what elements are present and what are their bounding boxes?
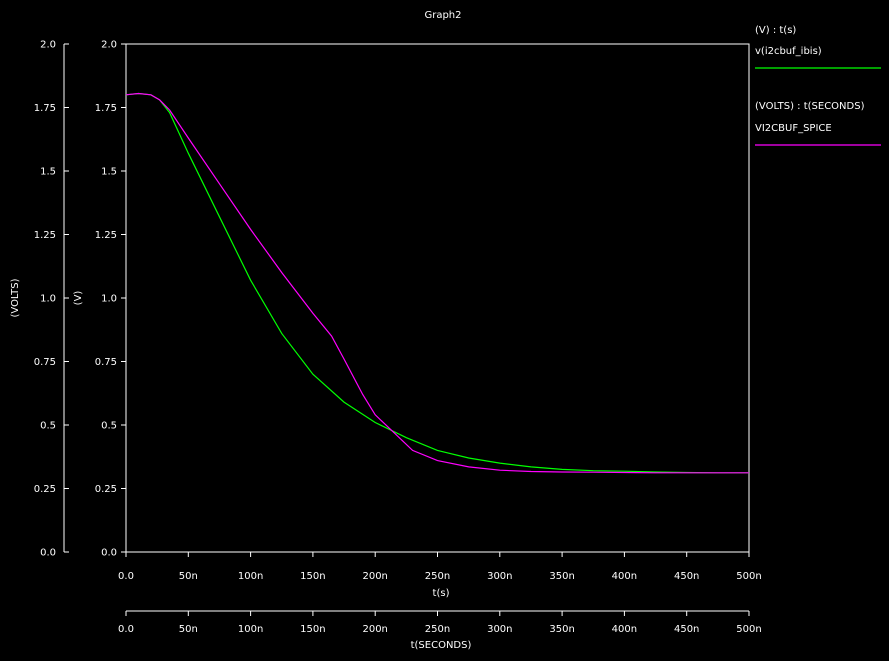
y-tick-label-secondary: 0.5 — [40, 421, 56, 432]
x-tick-label-secondary: 50n — [179, 624, 198, 635]
y-tick-label-secondary: 0.25 — [34, 484, 56, 495]
x-axis-secondary: 0.0 50n 100n 150n 200n 250n 300n 350n 400n 450n 50… — [118, 611, 762, 635]
y-tick-label: 0.5 — [101, 421, 117, 432]
y-tick-label: 2.0 — [101, 40, 117, 51]
series-line-spice — [125, 92, 749, 474]
x-tick-label-secondary: 500n — [736, 624, 761, 635]
legend-entry-ibis: v(i2cbuf_ibis) — [755, 46, 822, 57]
y-axis-primary: 0.0 0.25 0.5 0.75 1.0 1.25 1.5 1.75 2.0 — [95, 40, 126, 559]
y-tick-label-secondary: 2.0 — [40, 40, 56, 51]
y-tick-label-secondary: 1.5 — [40, 167, 56, 178]
y-tick-label: 1.25 — [95, 230, 117, 241]
y-tick-label: 0.25 — [95, 484, 117, 495]
x-tick-label: 0.0 — [118, 571, 134, 582]
x-tick-label-secondary: 400n — [612, 624, 637, 635]
y-tick-label-secondary: 0.0 — [40, 548, 56, 559]
y-tick-label-secondary: 0.75 — [34, 357, 56, 368]
y-tick-label: 1.5 — [101, 167, 117, 178]
x-tick-label-secondary: 100n — [238, 624, 263, 635]
legend-axis-label-spice: (VOLTS) : t(SECONDS) — [755, 101, 865, 112]
y-tick-label: 1.75 — [95, 103, 117, 114]
y-tick-label-secondary: 1.75 — [34, 103, 56, 114]
x-tick-label-secondary: 200n — [362, 624, 387, 635]
y-tick-label: 0.75 — [95, 357, 117, 368]
legend: (V) : t(s) v(i2cbuf_ibis) (VOLTS) : t(SE… — [755, 25, 881, 146]
chart-title: Graph2 — [424, 10, 461, 21]
x-tick-label: 50n — [179, 571, 198, 582]
x-tick-label-secondary: 0.0 — [118, 624, 134, 635]
y-axis-label: (V) — [73, 291, 84, 306]
x-tick-label: 400n — [612, 571, 637, 582]
x-tick-label: 250n — [425, 571, 450, 582]
legend-entry-spice: VI2CBUF_SPICE — [755, 123, 832, 134]
y-axis-secondary: 0.0 0.25 0.5 0.75 1.0 1.25 1.5 1.75 2.0 — [34, 40, 69, 559]
x-axis-label-secondary: t(SECONDS) — [411, 640, 472, 651]
y-tick-label-secondary: 1.25 — [34, 230, 56, 241]
y-tick-label-secondary: 1.0 — [40, 294, 56, 305]
x-axis-primary: 0.0 50n 100n 150n 200n 250n 300n 350n 400n 450n 50… — [118, 552, 762, 582]
y-tick-label: 1.0 — [101, 294, 117, 305]
legend-axis-label-ibis: (V) : t(s) — [755, 25, 796, 36]
x-tick-label: 350n — [549, 571, 574, 582]
x-tick-label: 100n — [238, 571, 263, 582]
x-tick-label-secondary: 250n — [425, 624, 450, 635]
y-axis-label-secondary: (VOLTS) — [10, 278, 21, 317]
x-tick-label: 500n — [736, 571, 761, 582]
x-tick-label: 300n — [487, 571, 512, 582]
x-tick-label-secondary: 450n — [674, 624, 699, 635]
x-axis-label: t(s) — [433, 588, 450, 599]
x-tick-label-secondary: 350n — [549, 624, 574, 635]
x-tick-label-secondary: 300n — [487, 624, 512, 635]
x-tick-label-secondary: 150n — [300, 624, 325, 635]
x-tick-label: 450n — [674, 571, 699, 582]
y-tick-label: 0.0 — [101, 548, 117, 559]
x-tick-label: 200n — [362, 571, 387, 582]
x-tick-label: 150n — [300, 571, 325, 582]
series-layer — [125, 92, 749, 474]
